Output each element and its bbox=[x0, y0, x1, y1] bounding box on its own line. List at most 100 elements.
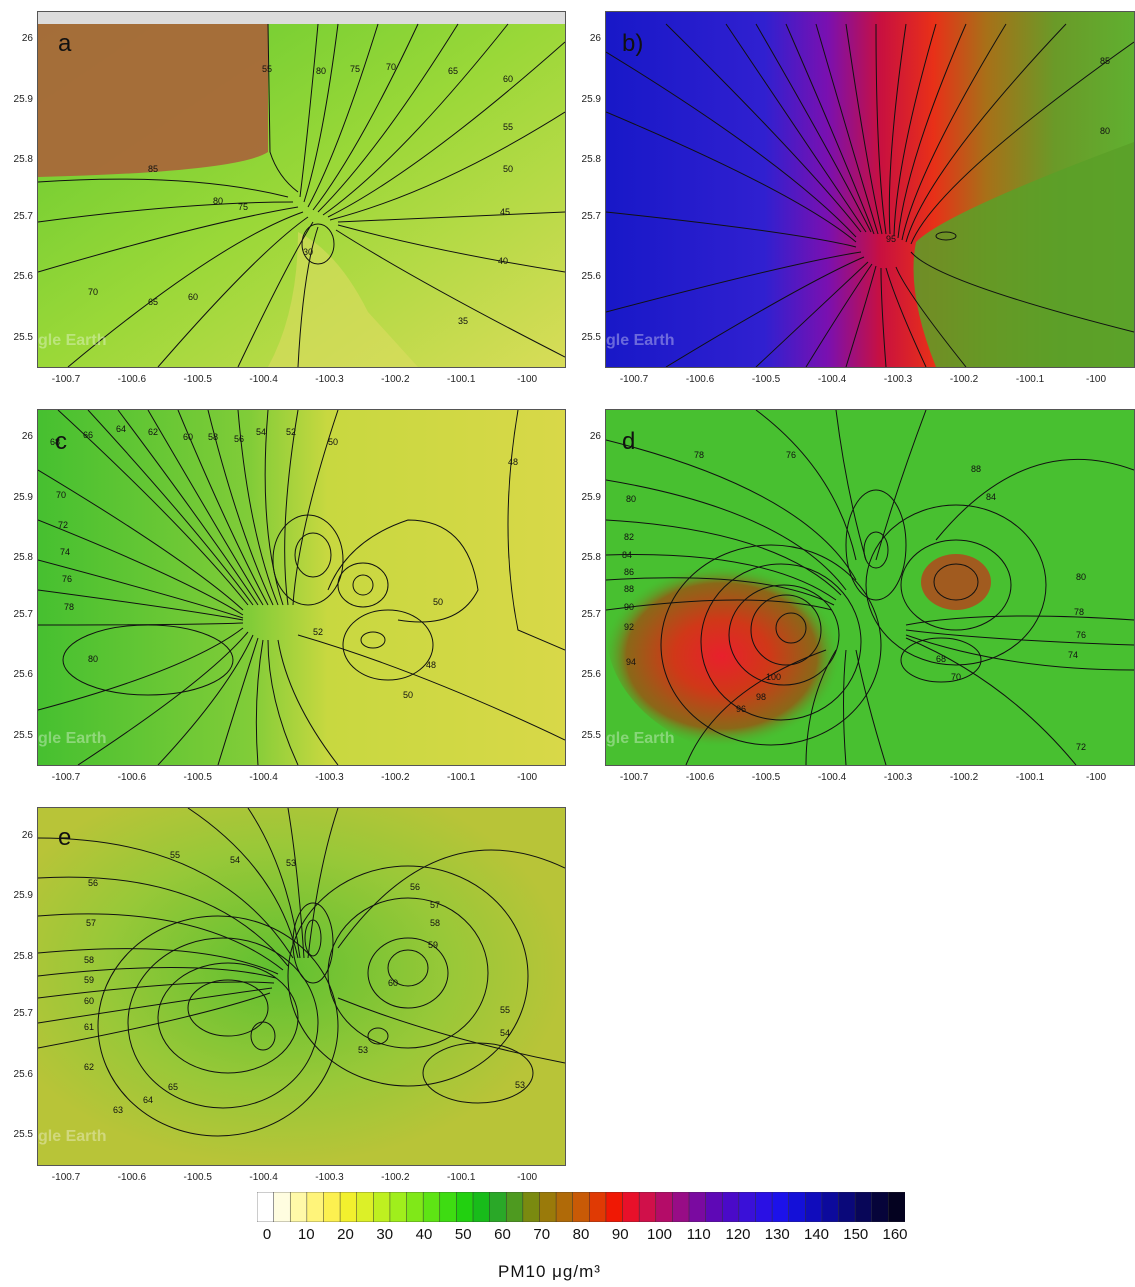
watermark: gle Earth bbox=[38, 1128, 107, 1145]
contour-label: 55 bbox=[262, 64, 272, 74]
colorbar-swatch bbox=[854, 1192, 873, 1222]
colorbar-tick-label: 50 bbox=[454, 1226, 472, 1243]
svg-text:74: 74 bbox=[1068, 650, 1078, 660]
y-tick-label: 25.9 bbox=[581, 491, 601, 503]
colorbar-tick-label: 90 bbox=[611, 1226, 629, 1243]
y-tick-label: 25.5 bbox=[13, 729, 33, 741]
colorbar-swatch bbox=[505, 1192, 524, 1222]
svg-text:50: 50 bbox=[328, 437, 338, 447]
svg-text:85: 85 bbox=[148, 164, 158, 174]
x-tick-label: -100.3 bbox=[315, 1172, 344, 1183]
svg-text:65: 65 bbox=[148, 297, 158, 307]
colorbar-swatch bbox=[672, 1192, 690, 1222]
colorbar-swatch bbox=[638, 1192, 657, 1222]
svg-text:92: 92 bbox=[624, 622, 634, 632]
x-tick-label: -100.1 bbox=[1015, 772, 1045, 783]
colorbar-tick-label: 60 bbox=[494, 1226, 511, 1243]
colorbar-swatch bbox=[306, 1192, 325, 1222]
y-tick-label: 25.7 bbox=[581, 608, 601, 620]
svg-text:68: 68 bbox=[936, 654, 946, 664]
x-tick-label: -100.2 bbox=[949, 772, 979, 783]
colorbar-swatch bbox=[289, 1192, 308, 1222]
svg-text:72: 72 bbox=[1076, 742, 1086, 752]
svg-text:60: 60 bbox=[183, 432, 193, 442]
svg-text:60: 60 bbox=[188, 292, 198, 302]
colorbar-swatch bbox=[522, 1192, 541, 1222]
svg-text:48: 48 bbox=[508, 457, 518, 467]
y-tick-label: 26 bbox=[21, 33, 33, 45]
svg-text:80: 80 bbox=[316, 66, 326, 76]
colorbar-swatch bbox=[273, 1192, 291, 1222]
svg-text:76: 76 bbox=[1076, 630, 1086, 640]
svg-text:86: 86 bbox=[624, 567, 634, 577]
svg-text:55: 55 bbox=[170, 850, 180, 860]
colorbar-tick-label: 80 bbox=[572, 1226, 590, 1243]
svg-text:62: 62 bbox=[148, 427, 158, 437]
colorbar-tick-label: 120 bbox=[725, 1226, 751, 1243]
colorbar-title: PM10 μg/m³ bbox=[498, 1262, 601, 1281]
x-tick-label: -100.5 bbox=[183, 374, 212, 385]
y-tick-label: 25.6 bbox=[581, 669, 601, 681]
y-tick-label: 26 bbox=[21, 829, 33, 841]
svg-text:66: 66 bbox=[83, 430, 93, 440]
x-tick-label: -100.4 bbox=[249, 772, 278, 783]
svg-text:50: 50 bbox=[433, 597, 443, 607]
svg-text:54: 54 bbox=[256, 427, 266, 437]
colorbar-tick-label: 100 bbox=[646, 1226, 673, 1243]
svg-text:78: 78 bbox=[1074, 607, 1084, 617]
svg-text:70: 70 bbox=[88, 287, 98, 297]
x-tick-label: -100.7 bbox=[619, 772, 649, 783]
x-tick-label: -100.3 bbox=[315, 374, 344, 385]
colorbar-swatch bbox=[439, 1192, 458, 1222]
y-tick-label: 25.9 bbox=[13, 93, 33, 105]
svg-text:78: 78 bbox=[694, 450, 704, 460]
svg-text:85: 85 bbox=[1100, 56, 1110, 66]
y-tick-label: 25.8 bbox=[13, 552, 33, 564]
colorbar-tick-label: 140 bbox=[803, 1226, 830, 1243]
colorbar-swatch bbox=[622, 1192, 640, 1222]
colorbar-swatch bbox=[489, 1192, 507, 1222]
colorbar-tick-label: 40 bbox=[415, 1226, 433, 1243]
x-tick-label: -100 bbox=[517, 1172, 538, 1183]
y-tick-label: 25.7 bbox=[13, 210, 33, 222]
svg-text:84: 84 bbox=[986, 492, 996, 502]
svg-text:72: 72 bbox=[58, 520, 68, 530]
svg-text:48: 48 bbox=[426, 660, 436, 670]
y-tick-label: 25.6 bbox=[13, 669, 33, 681]
svg-text:53: 53 bbox=[286, 858, 296, 868]
svg-text:80: 80 bbox=[1076, 572, 1086, 582]
svg-text:90: 90 bbox=[624, 602, 634, 612]
svg-text:68: 68 bbox=[50, 437, 60, 447]
svg-text:76: 76 bbox=[62, 574, 72, 584]
colorbar-swatch bbox=[389, 1192, 408, 1222]
colorbar-swatch bbox=[605, 1192, 624, 1222]
x-tick-label: -100 bbox=[517, 772, 538, 783]
x-tick-label: -100 bbox=[517, 374, 538, 385]
svg-text:35: 35 bbox=[458, 316, 468, 326]
svg-text:56: 56 bbox=[234, 434, 244, 444]
svg-text:56: 56 bbox=[410, 882, 420, 892]
svg-text:50: 50 bbox=[503, 164, 513, 174]
x-tick-label: -100.1 bbox=[1015, 374, 1045, 385]
colorbar-swatch bbox=[472, 1192, 491, 1222]
svg-text:88: 88 bbox=[971, 464, 981, 474]
y-tick-label: 25.5 bbox=[581, 729, 601, 741]
x-tick-label: -100 bbox=[1086, 772, 1107, 783]
svg-text:59: 59 bbox=[428, 940, 438, 950]
svg-text:64: 64 bbox=[143, 1095, 153, 1105]
x-tick-label: -100.2 bbox=[381, 1172, 410, 1183]
svg-text:98: 98 bbox=[756, 692, 766, 702]
colorbar-swatch bbox=[688, 1192, 707, 1222]
svg-text:58: 58 bbox=[84, 955, 94, 965]
colorbar-swatch bbox=[655, 1192, 674, 1222]
y-tick-label: 26 bbox=[589, 431, 601, 443]
map-e: 55 54 53 56 57 58 59 60 61 62 63 64 65 53 56 57 58 5… bbox=[37, 807, 566, 1166]
colorbar-swatch bbox=[373, 1192, 391, 1222]
y-tick-label: 25.6 bbox=[581, 271, 601, 283]
svg-text:58: 58 bbox=[208, 432, 218, 442]
panel-label: a bbox=[58, 30, 72, 57]
y-tick-label: 25.8 bbox=[581, 552, 601, 564]
svg-text:52: 52 bbox=[313, 627, 323, 637]
y-tick-label: 25.8 bbox=[13, 950, 33, 962]
